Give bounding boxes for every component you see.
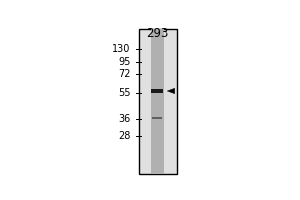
- Text: 28: 28: [118, 131, 130, 141]
- Text: 130: 130: [112, 44, 130, 54]
- Text: 95: 95: [118, 57, 130, 67]
- Bar: [151, 29, 164, 174]
- Text: 72: 72: [118, 69, 130, 79]
- Bar: [151, 89, 163, 93]
- Polygon shape: [167, 88, 175, 94]
- Text: 293: 293: [146, 27, 168, 40]
- Text: 55: 55: [118, 88, 130, 98]
- Bar: [139, 29, 177, 174]
- Bar: [152, 117, 162, 119]
- Text: 36: 36: [118, 114, 130, 124]
